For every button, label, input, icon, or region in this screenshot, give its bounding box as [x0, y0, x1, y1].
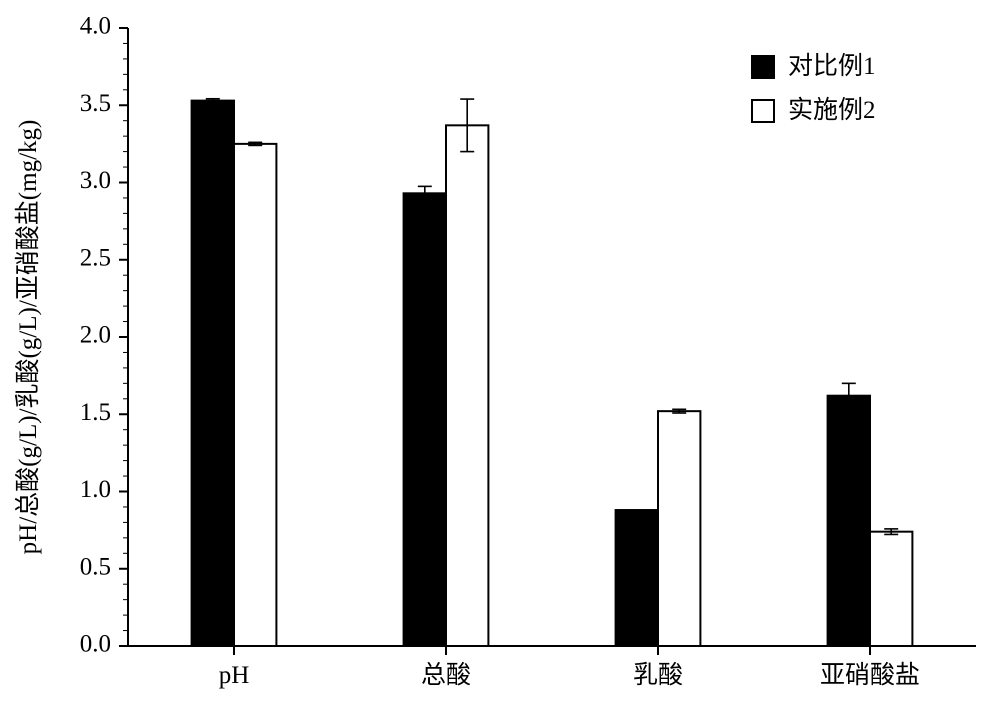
bar: [404, 193, 446, 646]
chart-container: 0.0 0.5 1.0 1.5 2.0 2.5 3.0 3.5 4.0 pH 总酸 乳酸 亚硝酸盐 pH/…: [0, 0, 1000, 718]
bar: [870, 532, 912, 646]
legend-swatch: [752, 100, 774, 122]
y-tick-label: 1.0: [80, 476, 111, 503]
bar: [192, 101, 234, 646]
y-axis-label: pH/总酸(g/L)/乳酸(g/L)/亚硝酸盐(mg/kg): [14, 120, 42, 555]
y-tick-label: 0.5: [80, 553, 111, 580]
x-category-label: pH: [219, 662, 250, 689]
legend-label: 对比例1: [788, 52, 876, 80]
bar: [234, 144, 276, 646]
x-category-label: 乳酸: [633, 661, 683, 689]
y-tick-label: 2.5: [80, 244, 111, 271]
bar: [828, 396, 870, 646]
y-tick-label: 2.0: [80, 322, 111, 349]
legend-label: 实施例2: [788, 96, 876, 124]
x-category-label: 亚硝酸盐: [820, 661, 920, 689]
y-tick-label: 4.0: [80, 13, 111, 40]
bar: [658, 411, 700, 646]
legend-swatch: [752, 56, 774, 78]
y-tick-label: 3.5: [80, 90, 111, 117]
bar: [446, 125, 488, 646]
x-category-label: 总酸: [421, 661, 471, 689]
bar: [616, 510, 658, 646]
bar-chart: 0.0 0.5 1.0 1.5 2.0 2.5 3.0 3.5 4.0 pH 总酸 乳酸 亚硝酸盐 pH/…: [0, 0, 1000, 718]
y-tick-label: 0.0: [80, 631, 111, 658]
y-tick-label: 1.5: [80, 399, 111, 426]
y-tick-label: 3.0: [80, 167, 111, 194]
